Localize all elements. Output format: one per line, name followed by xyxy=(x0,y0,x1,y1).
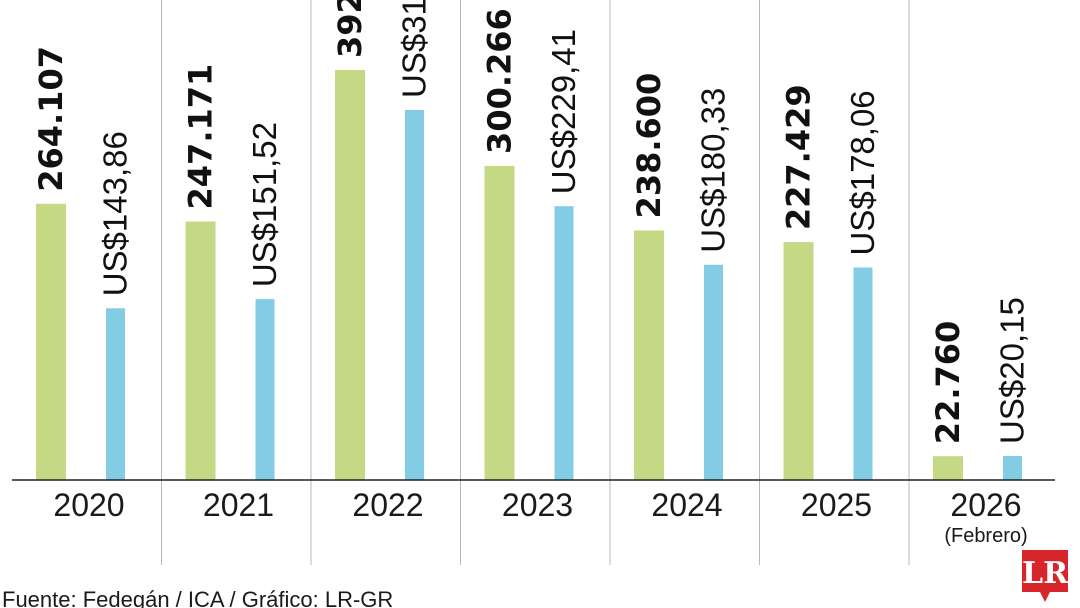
head-count-label: 238.600 xyxy=(630,73,668,219)
bar-export-value xyxy=(255,299,275,480)
bar-head-count xyxy=(634,230,664,480)
bar-export-value xyxy=(853,267,873,480)
export-value-label: US$20,15 xyxy=(994,297,1031,444)
bar-export-value xyxy=(704,264,723,480)
year-label: 2022 xyxy=(352,487,423,523)
head-count-label: 392 xyxy=(331,0,369,58)
export-value-label: US$310 xyxy=(396,0,433,98)
bar-export-value xyxy=(106,308,125,480)
export-value-label: US$180,33 xyxy=(695,88,732,253)
year-label: 2021 xyxy=(203,487,274,523)
bar-export-value xyxy=(1003,455,1022,480)
lr-logo: LR xyxy=(1022,550,1069,602)
bar-export-value xyxy=(405,110,424,480)
head-count-label: 227.429 xyxy=(780,84,818,230)
bar-head-count xyxy=(783,242,814,480)
head-count-label: 264.107 xyxy=(32,46,70,192)
head-count-label: 300.266 xyxy=(481,8,519,154)
bar-head-count xyxy=(185,221,216,480)
source-note: Fuente: Fedegán / ICA / Gráfico: LR-GR xyxy=(2,587,393,608)
bar-head-count xyxy=(484,165,515,480)
value-labels: 264.107 US$143,86 247.171 US$151,52 392 US$31… xyxy=(32,0,1031,444)
export-value-label: US$143,86 xyxy=(97,131,134,296)
year-label: 2025 xyxy=(801,487,872,523)
year-label: 2024 xyxy=(651,487,722,523)
bar-head-count xyxy=(933,456,963,480)
head-count-label: 22.760 xyxy=(929,321,967,444)
year-labels: 2020 2021 2022 2023 2024 2025 2026(Febrero) xyxy=(53,487,1027,547)
export-value-label: US$229,41 xyxy=(545,29,582,194)
bars xyxy=(36,70,1022,481)
bar-head-count xyxy=(36,203,66,481)
lr-logo-text: LR xyxy=(1022,556,1069,591)
year-label: 2020 xyxy=(53,487,124,523)
year-note: (Febrero) xyxy=(944,525,1027,547)
year-dividers xyxy=(161,0,910,565)
year-label: 2026 xyxy=(950,487,1021,523)
bar-head-count xyxy=(335,70,365,480)
head-count-label: 247.171 xyxy=(182,64,220,210)
year-label: 2023 xyxy=(502,487,573,523)
export-value-label: US$151,52 xyxy=(246,122,283,287)
lr-logo-badge xyxy=(1022,550,1068,602)
export-value-label: US$178,06 xyxy=(844,90,881,255)
bar-export-value xyxy=(554,206,574,481)
